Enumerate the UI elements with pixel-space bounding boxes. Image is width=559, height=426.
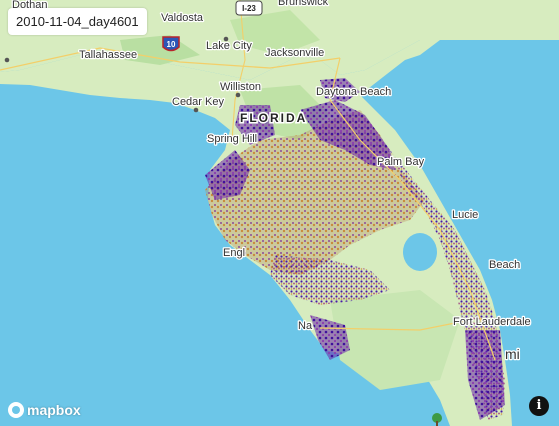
coverage-miami [465,330,505,420]
interstate-10-road [0,47,341,71]
city-label-miami: mi [505,346,520,362]
city-label-palm-bay: Palm Bay [377,156,425,168]
city-label-beach: Beach [489,259,520,271]
city-label-valdosta: Valdosta [161,12,204,24]
city-label-daytona-beach: Daytona Beach [316,86,391,98]
coverage-tampa [205,150,250,200]
city-label-williston: Williston [220,81,261,93]
city-label-lucie: Lucie [452,209,478,221]
date-label: 2010-11-04_day4601 [8,8,147,35]
everglades-patch [330,290,460,390]
shield-text-i23: I-23 [242,4,256,13]
city-label-jacksonville: Jacksonville [265,47,324,59]
info-icon[interactable]: i [529,396,549,416]
us-highway-road [231,0,246,141]
lake-okeechobee [403,233,437,271]
city-label-tallahassee: Tallahassee [79,49,137,61]
coverage-daytona [320,78,360,102]
mapbox-logo-icon [8,402,24,418]
city-label-fort-lauderdale: Fort Lauderdale [453,316,531,328]
coverage-orlando [300,100,395,170]
tree-icon [432,413,442,426]
city-label-spring-hill: Spring Hill [207,133,257,145]
city-label-naples: Na [298,320,313,332]
interstate-shield: 10 [162,36,180,52]
city-dot [4,57,10,63]
mapbox-logo[interactable]: mapbox [8,402,81,418]
city-label-lake-city: Lake City [206,40,252,52]
city-dot [180,14,186,20]
city-dot [223,36,229,42]
city-label-englewood: Engl [223,247,245,259]
city-dot [193,107,199,113]
alligator-alley-road [319,319,471,331]
forest-patch [120,35,200,65]
us-highway-shield: I-23 [235,0,263,16]
city-dot [287,48,293,54]
state-label-florida: FLORIDA [240,111,307,125]
shield-text-10: 10 [167,40,176,49]
interstate-95-road [329,57,496,361]
city-label-cedar-key: Cedar Key [172,96,224,108]
coverage-southwest [270,255,390,305]
city-label-brunswick: Brunswick [278,0,329,8]
mapbox-logo-text: mapbox [27,402,81,418]
city-dot [235,92,241,98]
coverage-naples [310,315,350,360]
coverage-spring-hill [235,105,275,145]
city-dot [330,89,336,95]
forest-patch [230,10,320,55]
